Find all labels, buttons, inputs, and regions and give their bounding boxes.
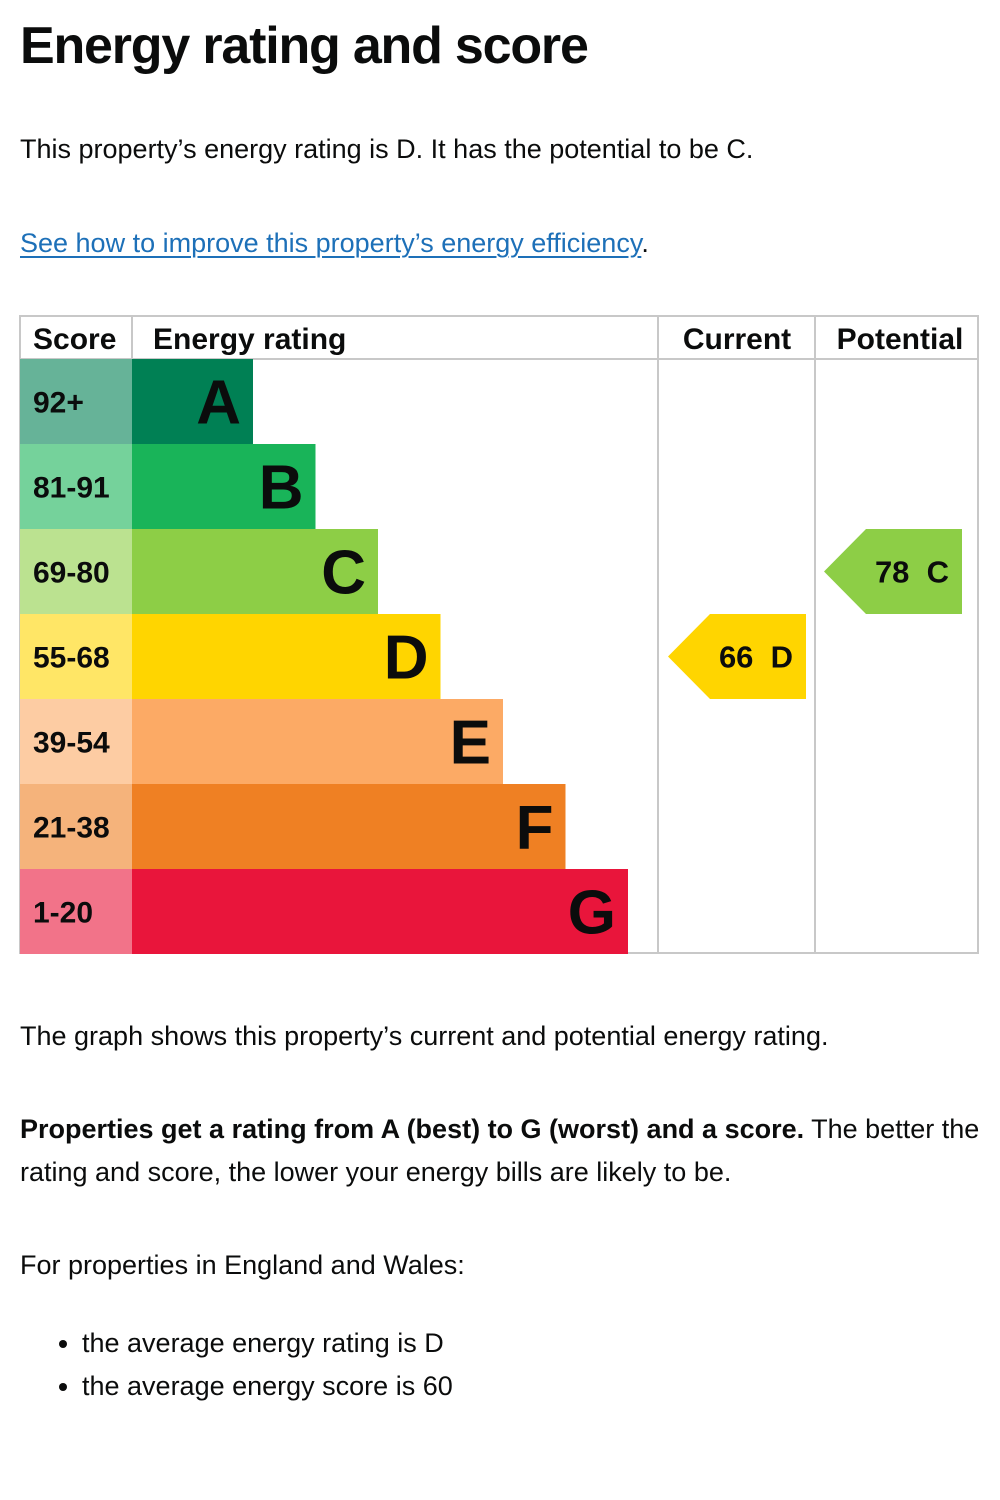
rating-letter-f: F xyxy=(516,794,554,863)
band-c: 69-80 C xyxy=(20,529,378,614)
average-score-item: the average energy score is 60 xyxy=(82,1365,453,1408)
page-title: Energy rating and score xyxy=(20,17,589,75)
score-range-d: 55-68 xyxy=(33,642,110,675)
chart-markers: 66 D 78 C xyxy=(668,529,962,699)
score-range-c: 69-80 xyxy=(33,557,110,590)
rating-summary: This property’s energy rating is D. It h… xyxy=(20,134,754,164)
ratings-explanation-bold: Properties get a rating from A (best) to… xyxy=(20,1114,805,1144)
score-range-g: 1-20 xyxy=(33,897,93,930)
rating-bar-e xyxy=(132,699,503,784)
col-header-energy-rating: Energy rating xyxy=(153,323,346,356)
score-range-a: 92+ xyxy=(33,387,84,420)
average-rating-item: the average energy rating is D xyxy=(82,1322,453,1365)
band-f: 21-38 F xyxy=(20,784,566,869)
potential-rating-marker-label: 78 C xyxy=(875,555,949,590)
score-range-e: 39-54 xyxy=(33,727,110,760)
rating-bar-c xyxy=(132,529,378,614)
rating-letter-a: A xyxy=(196,369,241,438)
energy-rating-chart: 92+ A81-91 B69-80 C55-68 D39-54 E21-38 F1-20 G … xyxy=(19,315,979,954)
region-text: For properties in England and Wales: xyxy=(20,1250,465,1280)
chart-header: Score Energy rating Current Potential xyxy=(33,323,963,356)
rating-bar-d xyxy=(132,614,441,699)
score-cell-b xyxy=(20,444,132,529)
band-g: 1-20 G xyxy=(20,869,628,954)
potential-rating-marker: 78 C xyxy=(824,529,962,614)
score-cell-g xyxy=(20,869,132,954)
rating-letter-b: B xyxy=(259,454,304,523)
current-rating-marker: 66 D xyxy=(668,614,806,699)
current-rating-marker-arrow xyxy=(668,614,806,699)
score-range-b: 81-91 xyxy=(33,472,110,505)
rating-letter-d: D xyxy=(384,624,429,693)
rating-letter-g: G xyxy=(568,879,616,948)
band-b: 81-91 B xyxy=(20,444,316,529)
rating-bar-b xyxy=(132,444,316,529)
band-e: 39-54 E xyxy=(20,699,503,784)
improve-efficiency-link[interactable]: See how to improve this property’s energ… xyxy=(20,228,642,258)
rating-bar-f xyxy=(132,784,566,869)
score-cell-e xyxy=(20,699,132,784)
band-a: 92+ A xyxy=(20,359,253,444)
col-header-current: Current xyxy=(683,323,791,356)
rating-bar-a xyxy=(132,359,253,444)
potential-rating-marker-arrow xyxy=(824,529,962,614)
ratings-explanation-rest: The better the rating and score, the low… xyxy=(20,1114,980,1187)
col-header-score: Score xyxy=(33,323,116,356)
score-cell-d xyxy=(20,614,132,699)
improve-link-suffix: . xyxy=(641,228,649,258)
rating-letter-c: C xyxy=(321,539,366,608)
rating-bar-g xyxy=(132,869,628,954)
ratings-explanation: Properties get a rating from A (best) to… xyxy=(20,1108,980,1194)
score-range-f: 21-38 xyxy=(33,812,110,845)
col-header-potential: Potential xyxy=(837,323,964,356)
rating-letter-e: E xyxy=(450,709,491,778)
score-cell-a xyxy=(20,359,132,444)
score-cell-f xyxy=(20,784,132,869)
band-d: 55-68 D xyxy=(20,614,441,699)
averages-list: the average energy rating is D the avera… xyxy=(46,1322,453,1408)
improve-paragraph: See how to improve this property’s energ… xyxy=(20,222,980,265)
chart-bands: 92+ A 81-91 B 69-80 C 55-68 D 39-54 E 21-38 F 1-20 G xyxy=(20,359,628,954)
graph-caption: The graph shows this property’s current … xyxy=(20,1021,829,1051)
current-rating-marker-label: 66 D xyxy=(719,640,793,675)
score-cell-c xyxy=(20,529,132,614)
chart-grid xyxy=(19,315,979,954)
